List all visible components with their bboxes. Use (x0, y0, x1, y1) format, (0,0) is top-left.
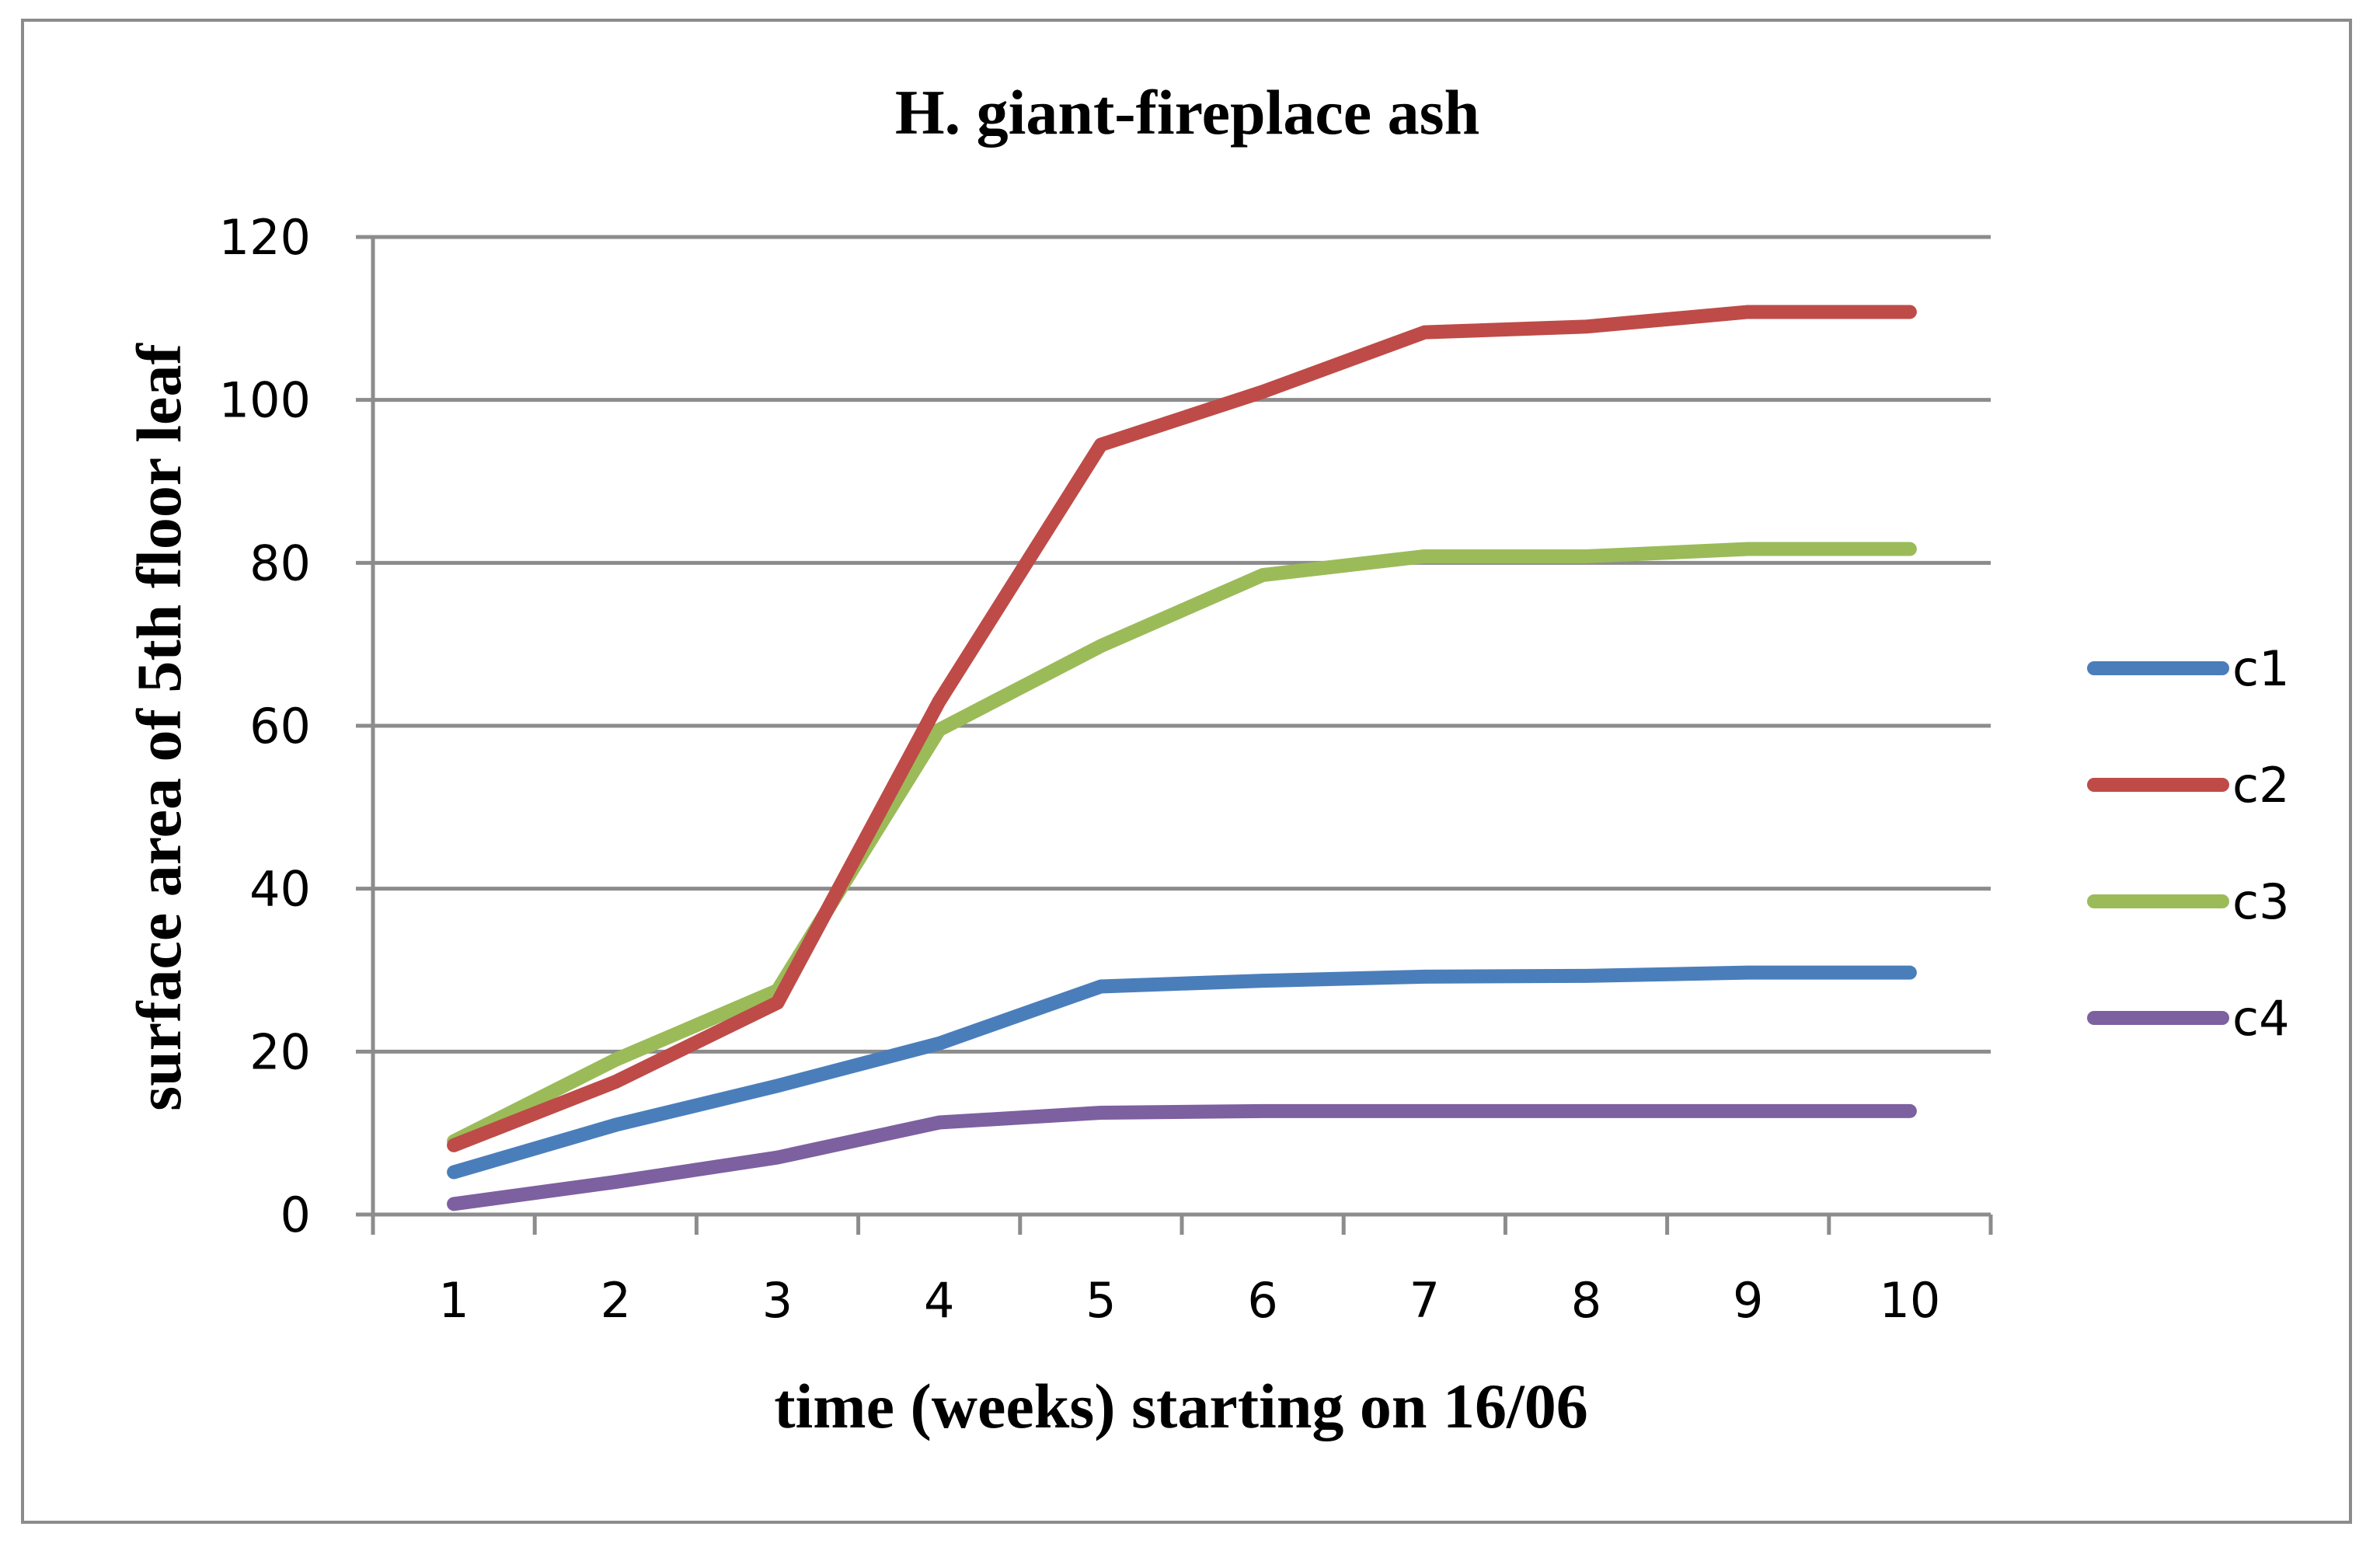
y-tick-label: 0 (281, 1187, 311, 1243)
y-tick-label: 120 (219, 209, 311, 266)
y-tick-labels: 0 20 40 60 80 100 120 (219, 209, 311, 1243)
x-tick-label: 4 (924, 1272, 954, 1329)
legend-label-c4: c4 (2232, 990, 2290, 1047)
x-tick-label: 10 (1879, 1272, 1940, 1329)
series-line-c2 (447, 305, 1917, 1152)
legend-label-c1: c1 (2232, 640, 2290, 697)
legend-label-c3: c3 (2232, 873, 2290, 930)
axes (371, 237, 1993, 1235)
y-tick-label: 80 (249, 535, 311, 591)
series-line-c4 (447, 1103, 1917, 1211)
x-tick-label: 5 (1085, 1272, 1116, 1329)
x-tick-label: 3 (762, 1272, 793, 1329)
x-tick-labels: 1 2 3 4 5 6 7 8 9 10 (438, 1272, 1940, 1329)
chart-title: H. giant-fireplace ash (895, 77, 1479, 148)
x-tick-label: 6 (1247, 1272, 1277, 1329)
series-lines (447, 305, 1917, 1211)
y-tick-label: 100 (219, 372, 311, 429)
y-tick-label: 40 (249, 861, 311, 918)
series-line-c3 (447, 542, 1917, 1148)
x-axis-title: time (weeks) starting on 16/06 (774, 1371, 1588, 1441)
series-line-c1 (447, 965, 1917, 1180)
legend-label-c2: c2 (2232, 757, 2290, 814)
y-tick-label: 60 (249, 698, 311, 755)
x-tick-label: 9 (1733, 1272, 1763, 1329)
legend: c1 c2 c3 c4 (2087, 640, 2290, 1047)
x-tick-label: 8 (1571, 1272, 1601, 1329)
x-tick-label: 1 (438, 1272, 469, 1329)
x-tick-label: 7 (1410, 1272, 1440, 1329)
x-tick-label: 2 (601, 1272, 631, 1329)
chart-frame (21, 19, 2352, 1524)
y-tick-label: 20 (249, 1023, 311, 1080)
y-axis-title: surface area of 5th floor leaf (124, 343, 194, 1111)
